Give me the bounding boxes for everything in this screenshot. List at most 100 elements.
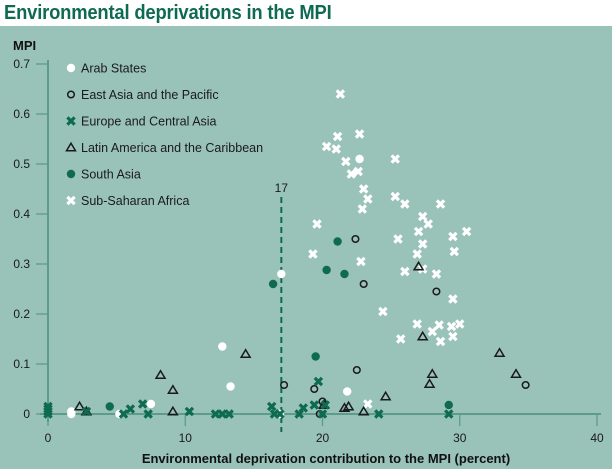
data-point-europe-and-central-asia [143, 409, 153, 419]
data-point-arab-states [277, 269, 286, 279]
y-tick-label: 0.3 [13, 257, 30, 271]
data-point-sub-saharan-africa [396, 334, 406, 344]
data-point-sub-saharan-africa [308, 249, 318, 259]
scatter-chart: 0 0.1 0.2 0.3 0.4 0.5 0.6 0.7 0 10 20 30 40 MPI Env… [13, 38, 604, 466]
data-point-arab-states [355, 154, 364, 164]
legend-label: Europe and Central Asia [81, 115, 217, 129]
data-point-sub-saharan-africa [354, 129, 365, 139]
data-point-south-asia [340, 269, 349, 279]
data-point-europe-and-central-asia [374, 409, 384, 419]
data-point-arab-states [67, 407, 76, 416]
data-point-east-asia-and-the-pacific [280, 380, 289, 390]
data-point-sub-saharan-africa [358, 184, 369, 194]
data-point-east-asia-and-the-pacific [521, 380, 530, 390]
data-point-arab-states [343, 387, 352, 396]
x-axis-label: Environmental deprivation contribution t… [142, 451, 510, 466]
data-point-sub-saharan-africa [446, 321, 457, 332]
data-point-latin-america-and-the-caribbean [154, 369, 167, 380]
data-point-arab-states [146, 399, 156, 409]
data-point-sub-saharan-africa [448, 231, 458, 242]
y-tick-label: 0.2 [13, 307, 30, 321]
x-tick-label: 30 [453, 431, 467, 445]
data-point-sub-saharan-africa [400, 199, 410, 209]
legend-marker-sub-saharan-africa [66, 195, 76, 206]
legend-label: Latin America and the Caribbean [81, 141, 263, 155]
legend-item-sub-saharan-africa: Sub-Saharan Africa [66, 194, 189, 208]
data-point-sub-saharan-africa [312, 219, 322, 229]
y-ticks: 0 0.1 0.2 0.3 0.4 0.5 0.6 0.7 [13, 57, 48, 421]
y-tick-label: 0.5 [13, 157, 30, 171]
data-point-europe-and-central-asia [309, 400, 319, 410]
y-tick-label: 0.6 [13, 107, 30, 121]
data-point-south-asia [444, 400, 453, 410]
data-point-latin-america-and-the-caribbean [239, 348, 252, 359]
data-point-sub-saharan-africa [393, 234, 403, 244]
data-point-sub-saharan-africa [423, 219, 433, 229]
legend-label: Arab States [81, 62, 146, 76]
legend-marker-europe-and-central-asia [66, 116, 76, 126]
data-point-latin-america-and-the-caribbean [493, 347, 506, 358]
legend: Arab States East Asia and the Pacific Euro… [65, 62, 263, 208]
data-point-sub-saharan-africa [341, 156, 351, 167]
y-tick-label: 0.7 [13, 57, 30, 71]
legend-item-latin-america-and-the-caribbean: Latin America and the Caribbean [65, 141, 263, 155]
data-point-sub-saharan-africa [353, 166, 363, 177]
data-point-sub-saharan-africa [412, 319, 422, 329]
data-point-latin-america-and-the-caribbean [416, 330, 429, 341]
data-point-latin-america-and-the-caribbean [338, 402, 351, 413]
x-ticks: 0 10 20 30 40 [45, 414, 604, 445]
data-point-europe-and-central-asia [294, 409, 304, 419]
legend-marker-latin-america-and-the-caribbean [65, 141, 77, 152]
y-tick-label: 0.4 [13, 207, 30, 221]
data-point-europe-and-central-asia [320, 400, 330, 410]
series-south-asia [105, 237, 453, 411]
series-europe-and-central-asia [43, 376, 454, 419]
data-point-south-asia [333, 237, 342, 246]
data-point-latin-america-and-the-caribbean [167, 405, 179, 416]
data-point-sub-saharan-africa [356, 256, 366, 267]
data-point-europe-and-central-asia [444, 409, 454, 419]
legend-item-south-asia: South Asia [66, 168, 141, 182]
data-point-latin-america-and-the-caribbean [426, 368, 439, 379]
data-point-latin-america-and-the-caribbean [379, 390, 392, 401]
data-point-south-asia [268, 279, 278, 289]
data-point-east-asia-and-the-pacific [351, 234, 360, 244]
data-point-sub-saharan-africa [331, 144, 341, 154]
data-point-sub-saharan-africa [390, 154, 400, 164]
axes: 0 0.1 0.2 0.3 0.4 0.5 0.6 0.7 0 10 20 30 40 [13, 57, 604, 445]
data-point-europe-and-central-asia [137, 399, 148, 409]
data-point-sub-saharan-africa [434, 320, 444, 330]
data-point-europe-and-central-asia [275, 409, 285, 419]
data-point-sub-saharan-africa [461, 226, 472, 237]
data-point-europe-and-central-asia [317, 409, 328, 419]
data-point-south-asia [105, 402, 114, 411]
data-point-east-asia-and-the-pacific [359, 279, 368, 289]
legend-label: South Asia [81, 168, 141, 182]
legend-label: Sub-Saharan Africa [81, 194, 189, 208]
data-point-latin-america-and-the-caribbean [510, 368, 522, 379]
series-sub-saharan-africa [308, 89, 472, 409]
data-point-sub-saharan-africa [332, 131, 343, 142]
reference-line-label: 17 [275, 181, 289, 195]
reference-line: 17 [275, 181, 289, 432]
data-point-arab-states [226, 382, 235, 391]
data-points [43, 89, 530, 419]
y-tick-label: 0.1 [13, 357, 30, 371]
data-point-latin-america-and-the-caribbean [73, 400, 86, 411]
data-point-latin-america-and-the-caribbean [423, 378, 436, 389]
data-point-sub-saharan-africa [448, 294, 458, 304]
legend-marker-east-asia-and-the-pacific [66, 90, 76, 99]
data-point-sub-saharan-africa [335, 89, 346, 99]
data-point-sub-saharan-africa [412, 249, 422, 259]
data-point-latin-america-and-the-caribbean [342, 400, 355, 411]
data-point-sub-saharan-africa [321, 141, 332, 152]
series-arab-states [67, 154, 364, 419]
data-point-sub-saharan-africa [449, 246, 459, 257]
data-point-sub-saharan-africa [431, 269, 442, 279]
series-latin-america-and-the-caribbean [73, 260, 522, 416]
data-point-sub-saharan-africa [378, 306, 388, 317]
y-axis-label: MPI [13, 38, 36, 53]
data-point-sub-saharan-africa [435, 336, 446, 347]
data-point-europe-and-central-asia [224, 409, 234, 419]
legend-item-east-asia-and-the-pacific: East Asia and the Pacific [66, 88, 219, 102]
